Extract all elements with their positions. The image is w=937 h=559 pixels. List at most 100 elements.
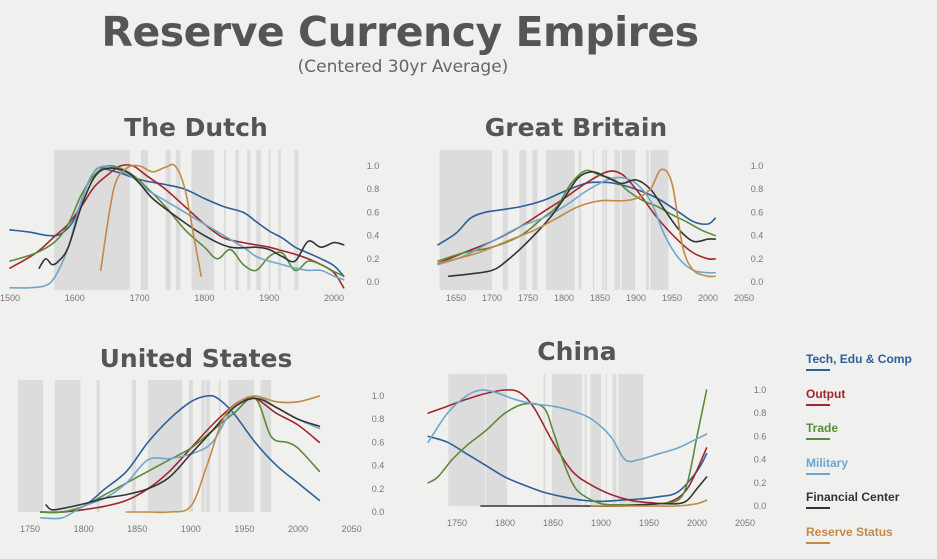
- legend-label: Trade: [806, 421, 937, 435]
- y-tick-label: 0.0: [367, 277, 380, 287]
- panel-title: China: [537, 337, 616, 366]
- war-band: [55, 380, 81, 512]
- x-tick-label: 2000: [288, 524, 308, 534]
- legend-swatch: [806, 438, 830, 440]
- war-band: [578, 150, 581, 290]
- y-tick-label: 0.8: [372, 414, 385, 424]
- war-band: [166, 150, 171, 290]
- x-tick-label: 2050: [735, 518, 755, 528]
- legend-item-financial: Financial Center: [806, 490, 937, 525]
- war-band: [606, 374, 607, 506]
- x-tick-label: 1700: [130, 293, 150, 303]
- legend-swatch: [806, 404, 830, 406]
- x-tick-label: 2000: [687, 518, 707, 528]
- y-tick-label: 0.6: [754, 431, 767, 441]
- y-tick-label: 0.0: [372, 507, 385, 517]
- y-tick-label: 1.0: [372, 391, 385, 401]
- x-tick-label: 1750: [518, 293, 538, 303]
- war-band: [236, 150, 239, 290]
- x-tick-label: 1850: [590, 293, 610, 303]
- war-band: [622, 150, 636, 290]
- war-band: [54, 150, 130, 290]
- legend-label: Tech, Edu & Comp: [806, 352, 937, 366]
- x-tick-label: 2050: [734, 293, 754, 303]
- legend-item-tech: Tech, Edu & Comp: [806, 352, 937, 387]
- panel-title: The Dutch: [124, 113, 268, 142]
- y-tick-label: 0.4: [754, 455, 767, 465]
- legend-swatch: [806, 542, 830, 544]
- war-band: [618, 374, 643, 506]
- x-tick-label: 1900: [259, 293, 279, 303]
- war-band: [148, 380, 182, 512]
- y-tick-label: 1.0: [751, 161, 764, 171]
- legend: Tech, Edu & Comp Output Trade Military F…: [806, 352, 937, 559]
- war-band: [141, 150, 148, 290]
- x-tick-label: 1500: [0, 293, 20, 303]
- y-tick-label: 0.4: [751, 231, 764, 241]
- x-tick-label: 1750: [447, 518, 467, 528]
- y-tick-label: 0.2: [754, 478, 767, 488]
- y-tick-label: 0.0: [751, 277, 764, 287]
- legend-item-trade: Trade: [806, 421, 937, 456]
- war-band: [269, 150, 271, 290]
- legend-swatch: [806, 473, 830, 475]
- legend-label: Military: [806, 456, 937, 470]
- x-tick-label: 1750: [20, 524, 40, 534]
- x-tick-label: 1900: [626, 293, 646, 303]
- y-tick-label: 0.6: [372, 437, 385, 447]
- x-tick-label: 1850: [543, 518, 563, 528]
- x-tick-label: 1950: [234, 524, 254, 534]
- war-band: [448, 374, 484, 506]
- legend-swatch: [806, 369, 830, 371]
- y-tick-label: 0.0: [754, 501, 767, 511]
- war-band: [605, 150, 607, 290]
- x-tick-label: 1950: [662, 293, 682, 303]
- y-tick-label: 1.0: [754, 385, 767, 395]
- legend-item-reserve: Reserve Status: [806, 525, 937, 559]
- y-tick-label: 0.2: [372, 484, 385, 494]
- legend-label: Output: [806, 387, 937, 401]
- x-tick-label: 2050: [342, 524, 362, 534]
- legend-label: Financial Center: [806, 490, 937, 504]
- x-tick-label: 1900: [591, 518, 611, 528]
- x-tick-label: 1800: [554, 293, 574, 303]
- war-band: [519, 150, 526, 290]
- war-band: [543, 374, 545, 506]
- war-band: [646, 150, 649, 290]
- war-band: [585, 374, 587, 506]
- panel-title: United States: [100, 344, 293, 373]
- war-band: [202, 380, 205, 512]
- x-tick-label: 1800: [194, 293, 214, 303]
- war-band: [191, 150, 214, 290]
- x-tick-label: 1900: [181, 524, 201, 534]
- x-tick-label: 1600: [65, 293, 85, 303]
- x-tick-label: 1800: [74, 524, 94, 534]
- y-tick-label: 0.8: [751, 184, 764, 194]
- war-band: [224, 150, 226, 290]
- y-tick-label: 0.2: [367, 254, 380, 264]
- y-tick-label: 0.4: [367, 231, 380, 241]
- y-tick-label: 0.8: [754, 408, 767, 418]
- x-tick-label: 2000: [698, 293, 718, 303]
- war-band: [18, 380, 43, 512]
- war-band: [439, 150, 492, 290]
- y-tick-label: 0.2: [751, 254, 764, 264]
- war-band: [486, 374, 507, 506]
- war-band: [546, 150, 575, 290]
- panel-dutch: The Dutch 0.0 0.2 0.4 0.6 0.8 1.0 1500 1600 1700 1…: [0, 113, 379, 303]
- war-band: [96, 380, 99, 512]
- y-tick-label: 0.8: [367, 184, 380, 194]
- war-band: [593, 150, 594, 290]
- x-tick-label: 2000: [324, 293, 344, 303]
- y-tick-label: 0.4: [372, 461, 385, 471]
- y-tick-label: 1.0: [367, 161, 380, 171]
- war-band: [602, 150, 604, 290]
- y-tick-label: 0.6: [751, 207, 764, 217]
- x-tick-label: 1950: [639, 518, 659, 528]
- y-tick-label: 0.6: [367, 207, 380, 217]
- x-tick-label: 1650: [446, 293, 466, 303]
